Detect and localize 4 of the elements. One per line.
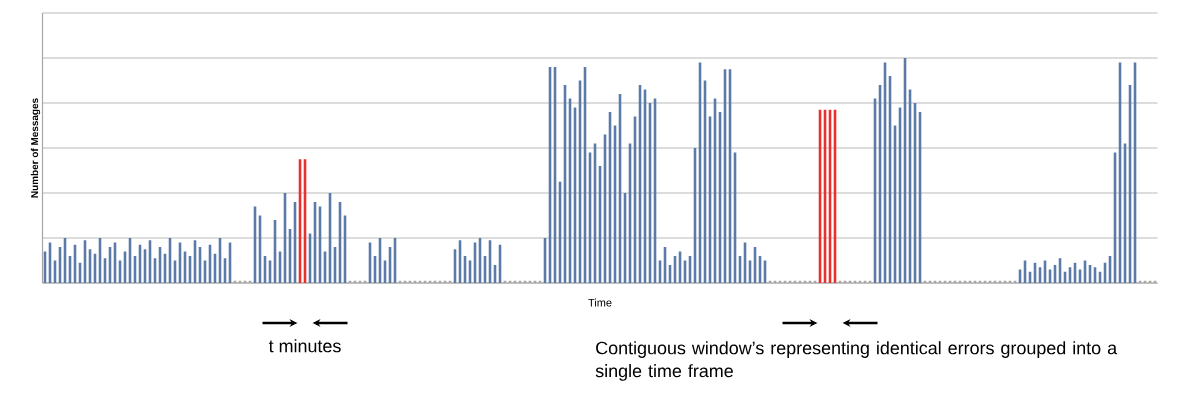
y-axis-title: Number of Messages [30, 98, 41, 198]
text: t minutes [268, 339, 341, 353]
x-axis-title: Time [588, 298, 612, 307]
text: Contiguous window’s representing identical errors grouped into a single time frame [595, 341, 1118, 381]
